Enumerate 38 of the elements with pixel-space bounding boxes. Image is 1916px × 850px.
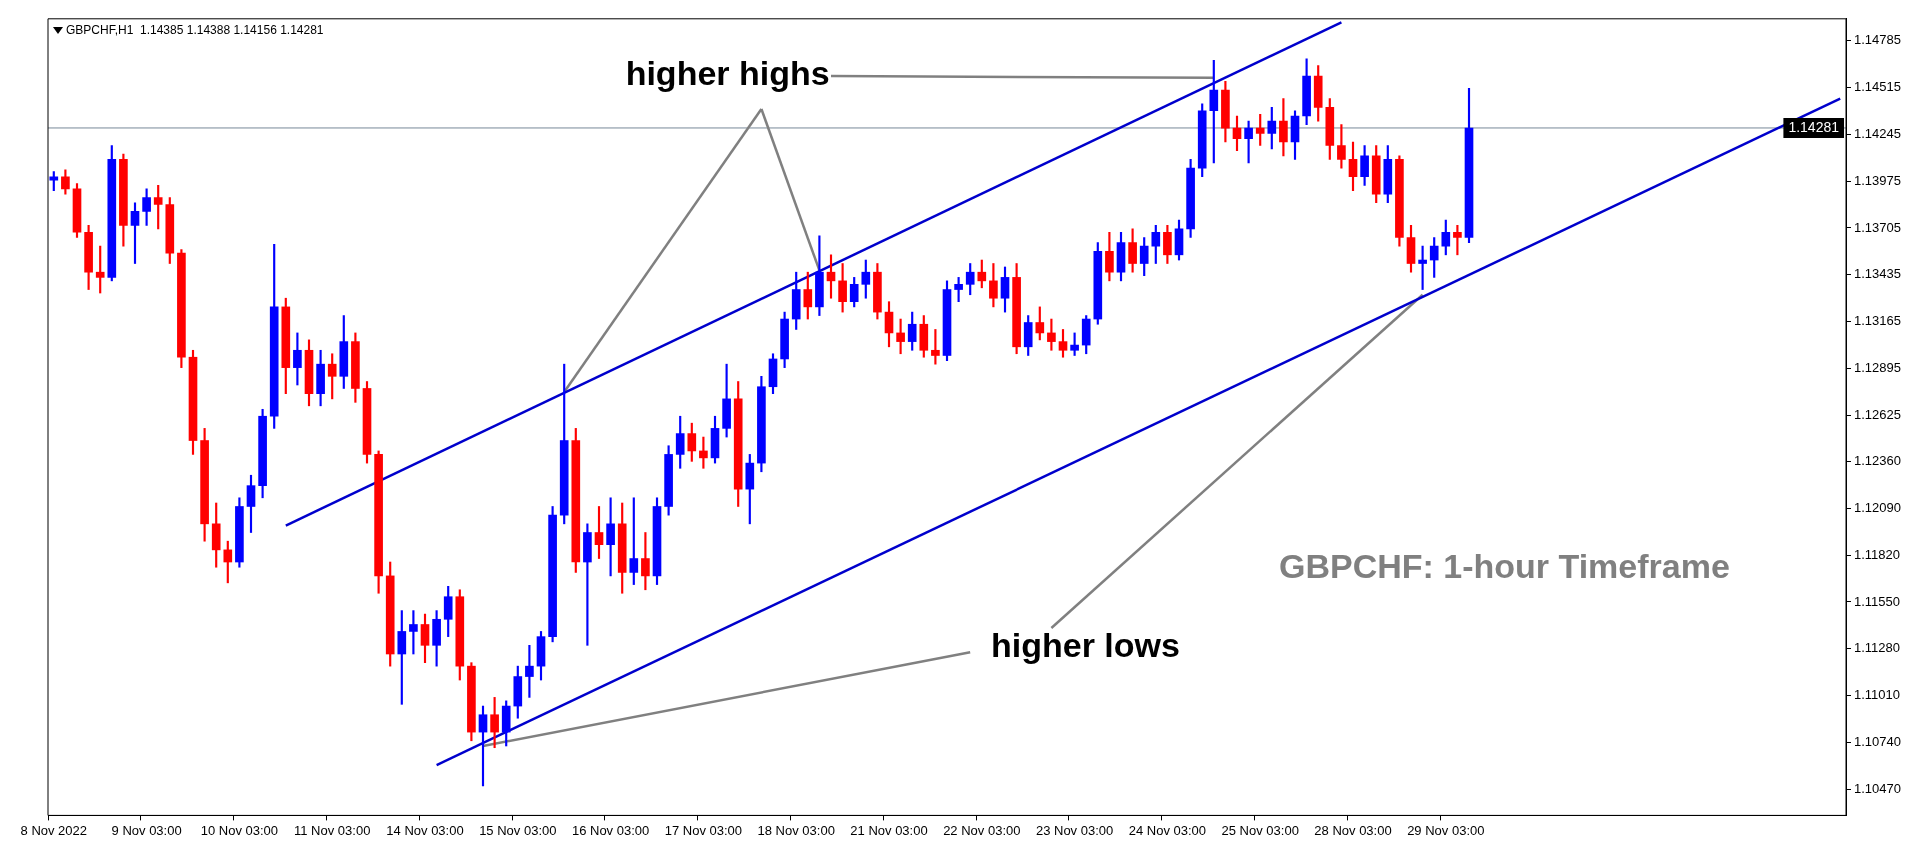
y-tick-label: 1.14245: [1854, 125, 1902, 141]
y-tick-label: 1.12090: [1854, 499, 1902, 515]
x-tick-label: 23 Nov 03:00: [1035, 822, 1114, 838]
x-tick-label: 8 Nov 2022: [20, 822, 88, 838]
ref-line-label: 1.14281: [1788, 118, 1840, 135]
y-tick-label: 1.10740: [1854, 734, 1902, 750]
x-tick-label: 16 Nov 03:00: [571, 822, 650, 838]
x-tick-label: 25 Nov 03:00: [1221, 822, 1299, 838]
x-tick-label: 10 Nov 03:00: [200, 822, 279, 838]
y-tick-label: 1.12625: [1854, 406, 1902, 422]
y-tick-label: 1.13435: [1854, 266, 1902, 282]
y-tick-label: 1.11820: [1854, 546, 1901, 562]
x-tick-label: 22 Nov 03:00: [943, 822, 1021, 838]
y-tick-label: 1.13975: [1854, 172, 1902, 188]
x-tick-label: 29 Nov 03:00: [1407, 822, 1485, 838]
x-tick-label: 28 Nov 03:00: [1314, 822, 1392, 838]
x-tick-label: 24 Nov 03:00: [1128, 822, 1207, 838]
y-tick-label: 1.12360: [1854, 452, 1902, 468]
x-tick-label: 18 Nov 03:00: [757, 822, 835, 838]
annotation: GBPCHF: 1-hour Timeframe: [1278, 546, 1730, 585]
annotation: higher highs: [625, 53, 830, 92]
y-tick-label: 1.13705: [1854, 219, 1902, 235]
y-tick-label: 1.11010: [1854, 687, 1901, 703]
x-tick-label: 14 Nov 03:00: [386, 822, 464, 838]
y-tick-label: 1.14785: [1854, 32, 1902, 48]
x-tick-label: 11 Nov 03:00: [294, 822, 371, 838]
y-tick-label: 1.11550: [1854, 593, 1901, 609]
chart-title: GBPCHF,H1 1.14385 1.14388 1.14156 1.14281: [66, 23, 324, 38]
y-tick-label: 1.14515: [1854, 78, 1902, 94]
y-tick-label: 1.10470: [1854, 780, 1902, 796]
y-tick-label: 1.13165: [1854, 313, 1902, 329]
y-tick-label: 1.12895: [1854, 360, 1902, 376]
x-tick-label: 9 Nov 03:00: [111, 822, 182, 838]
annotation: higher lows: [990, 626, 1180, 665]
x-tick-label: 15 Nov 03:00: [479, 822, 557, 838]
x-tick-label: 17 Nov 03:00: [664, 822, 743, 838]
x-tick-label: 21 Nov 03:00: [850, 822, 928, 838]
y-tick-label: 1.11280: [1854, 640, 1901, 656]
